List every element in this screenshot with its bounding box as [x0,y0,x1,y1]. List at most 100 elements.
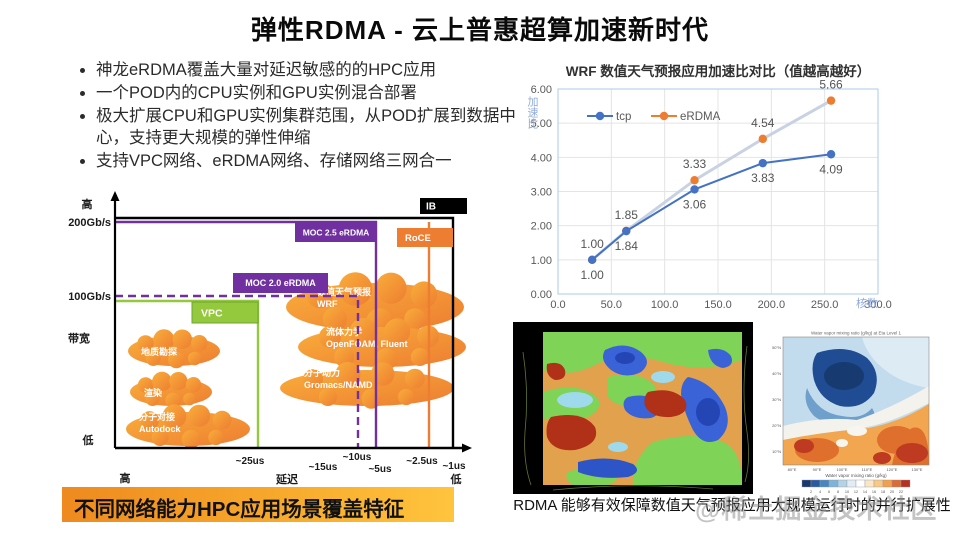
legend-marker-tcp [595,111,605,121]
lon-tick: 120°E [887,467,898,472]
network-box-IB: IB [420,198,467,214]
data-point-tcp [826,150,836,159]
app-cloud-label: OpenFOAM, Fluent [326,339,408,349]
map-title: Water vapor mixing ratio (g/kg) at Eta L… [811,331,902,336]
legend-label-tcp: tcp [616,111,631,123]
y-axis-title: 带宽 [68,331,90,345]
water-vapor-map: Water vapor mixing ratio (g/kg) at Eta L… [762,328,957,496]
y-tick-label: 2.00 [531,221,552,233]
network-box-label: VPC [201,307,223,319]
app-cloud-label: 分子动力 [304,367,340,378]
weather-simulation-art [513,322,753,494]
region-line-VPC [115,299,260,448]
network-box-VPC: VPC [191,301,259,324]
colorbar: 2 4 6 8 10 12 14 16 18 20 22 [801,479,911,494]
y-tick-200: 200Gb/s [68,217,111,229]
lon-tick: 80°E [788,467,797,472]
data-label-tcp: 3.06 [683,197,707,211]
app-cloud-label: 数值天气预报 [317,286,371,297]
x-label-low: 低 [450,472,462,486]
y-tick-100: 100Gb/s [68,291,111,303]
wrf-speedup-chart: 0.00 1.00 2.00 3.00 4.00 5.00 6.00 0.0 50.0 100.0… [515,62,960,317]
bullet-list: 神龙eRDMA覆盖大量对延迟敏感的的HPC应用一个POD内的CPU实例和GPU实… [74,60,544,174]
lat-tick: 30°N [772,397,781,402]
data-point-tcp [587,255,597,265]
colorbar-cell [810,479,821,488]
data-label-tcp: 3.83 [751,171,775,185]
app-cloud-label: WRF [317,299,338,309]
network-box-MOC 2.5 eRDMA: MOC 2.5 eRDMA [295,223,377,242]
colorbar-tick: 8 [837,490,839,494]
x-tick-label: 250.0 [811,299,839,311]
lat-tick-labels: 50°N 40°N 30°N 20°N 10°N [772,345,781,454]
page-title: 弹性RDMA - 云上普惠超算加速新时代 [250,15,710,45]
y-tick-label: 0.00 [531,289,552,301]
bullet-item: 支持VPC网络、eRDMA网络、存储网络三网合一 [96,151,544,173]
data-point-tcp [690,185,699,194]
bullet-item: 一个POD内的CPU实例和GPU实例混合部署 [96,83,544,105]
colorbar-cell [864,479,875,488]
app-cloud-OpenFOAM, Fluent: 流体力学 OpenFOAM, Fluent [298,318,466,370]
data-label-eRDMA: 3.33 [683,157,707,171]
lon-tick-labels: 80°E 90°E 100°E 110°E 120°E 130°E [788,467,923,472]
watermark: @稀土掘金技术社区 [695,494,938,524]
x-axis-arrow [462,443,472,453]
network-box-label: MOC 2.0 eRDMA [245,278,316,288]
app-cloud-label: 流体力学 [326,326,362,337]
x-axis-title: 延迟 [275,472,298,486]
lat-tick: 20°N [772,423,781,428]
chart-title: WRF 数值天气预报应用加速比对比（值越高越好） [566,63,871,79]
colorbar-cell [873,479,884,488]
colorbar-tick: 14 [863,490,867,494]
colorbar-cell [882,479,893,488]
lon-tick: 90°E [813,467,822,472]
app-cloud-label: 地质勘探 [141,346,178,357]
y-tick-label: 5.00 [531,118,552,130]
data-label-eRDMA: 1.00 [580,237,604,251]
series-line-eRDMA [590,99,833,262]
data-label-tcp: 1.00 [580,268,604,282]
y-label-high: 高 [82,197,93,211]
x-tick-label: ~2.5us [406,456,438,467]
y-label-low: 低 [82,433,94,447]
y-axis-arrow [110,191,120,201]
colorbar-cell [819,479,830,488]
colorbar-tick: 10 [845,490,849,494]
colorbar-title: Water vapor mixing ratio (g/kg) [825,473,887,478]
x-tick-label: 300.0 [864,299,892,311]
colorbar-tick: 16 [872,490,876,494]
coverage-banner: 不同网络能力HPC应用场景覆盖特征 [62,487,454,522]
region-line-IB [115,216,455,448]
plot-border [557,88,879,295]
lat-tick: 10°N [772,449,781,454]
network-box-label: MOC 2.5 eRDMA [303,228,370,238]
x-tick-label: ~25us [236,456,265,467]
colorbar-cell [801,479,812,488]
lon-tick: 130°E [912,467,923,472]
x-tick-label: 200.0 [758,299,786,311]
colorbar-tick: 4 [819,490,821,494]
app-cloud-Autodock: 分子对接 Autodock [126,404,250,449]
network-box-label: RoCE [405,233,431,244]
x-tick-label: ~5us [368,464,392,475]
data-label-eRDMA: 5.66 [819,78,843,92]
app-cloud-渲染: 渲染 [130,371,212,409]
figure-caption: RDMA 能够有效保障数值天气预报应用大规模运行时的并行扩展性 [513,497,951,514]
app-cloud-label: Autodock [139,424,181,434]
colorbar-tick: 22 [899,490,903,494]
network-coverage-diagram: 地质勘探渲染 分子对接 Autodock 数值天气预报 WRF 流体力学 OpenFOAM,… [55,190,475,495]
app-cloud-地质勘探: 地质勘探 [128,329,220,369]
network-box-RoCE: RoCE [397,228,453,247]
colorbar-cell [837,479,848,488]
lat-tick: 50°N [772,345,781,350]
legend: tcp eRDMA [587,111,721,123]
region-line-MOC 2.0 eRDMA [115,294,360,448]
colorbar-cell [891,479,902,488]
x-tick-label: 100.0 [651,299,679,311]
colorbar-tick: 12 [854,490,858,494]
colorbar-cell [828,479,839,488]
data-label-eRDMA: 4.54 [751,116,775,130]
data-point-tcp [758,158,767,168]
x-axis-title: 核数 [856,296,878,310]
